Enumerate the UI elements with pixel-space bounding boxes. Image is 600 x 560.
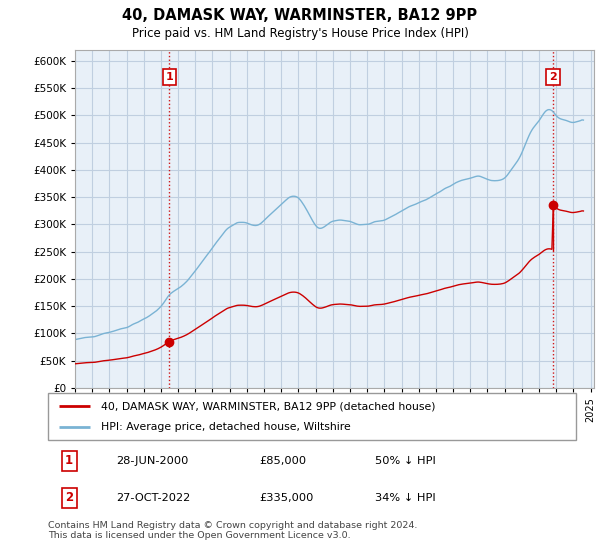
Text: 2: 2 [549, 72, 557, 82]
Text: Price paid vs. HM Land Registry's House Price Index (HPI): Price paid vs. HM Land Registry's House … [131, 26, 469, 40]
Text: 1: 1 [166, 72, 173, 82]
Text: 40, DAMASK WAY, WARMINSTER, BA12 9PP: 40, DAMASK WAY, WARMINSTER, BA12 9PP [122, 8, 478, 24]
Text: 27-OCT-2022: 27-OCT-2022 [116, 493, 191, 503]
Text: 2: 2 [65, 491, 73, 504]
Text: 1: 1 [65, 454, 73, 467]
Text: 40, DAMASK WAY, WARMINSTER, BA12 9PP (detached house): 40, DAMASK WAY, WARMINSTER, BA12 9PP (de… [101, 401, 436, 411]
FancyBboxPatch shape [48, 393, 576, 440]
Text: £335,000: £335,000 [259, 493, 314, 503]
Text: HPI: Average price, detached house, Wiltshire: HPI: Average price, detached house, Wilt… [101, 422, 350, 432]
Text: Contains HM Land Registry data © Crown copyright and database right 2024.
This d: Contains HM Land Registry data © Crown c… [48, 521, 418, 540]
Text: 28-JUN-2000: 28-JUN-2000 [116, 456, 189, 466]
Text: 34% ↓ HPI: 34% ↓ HPI [376, 493, 436, 503]
Text: 50% ↓ HPI: 50% ↓ HPI [376, 456, 436, 466]
Text: £85,000: £85,000 [259, 456, 307, 466]
